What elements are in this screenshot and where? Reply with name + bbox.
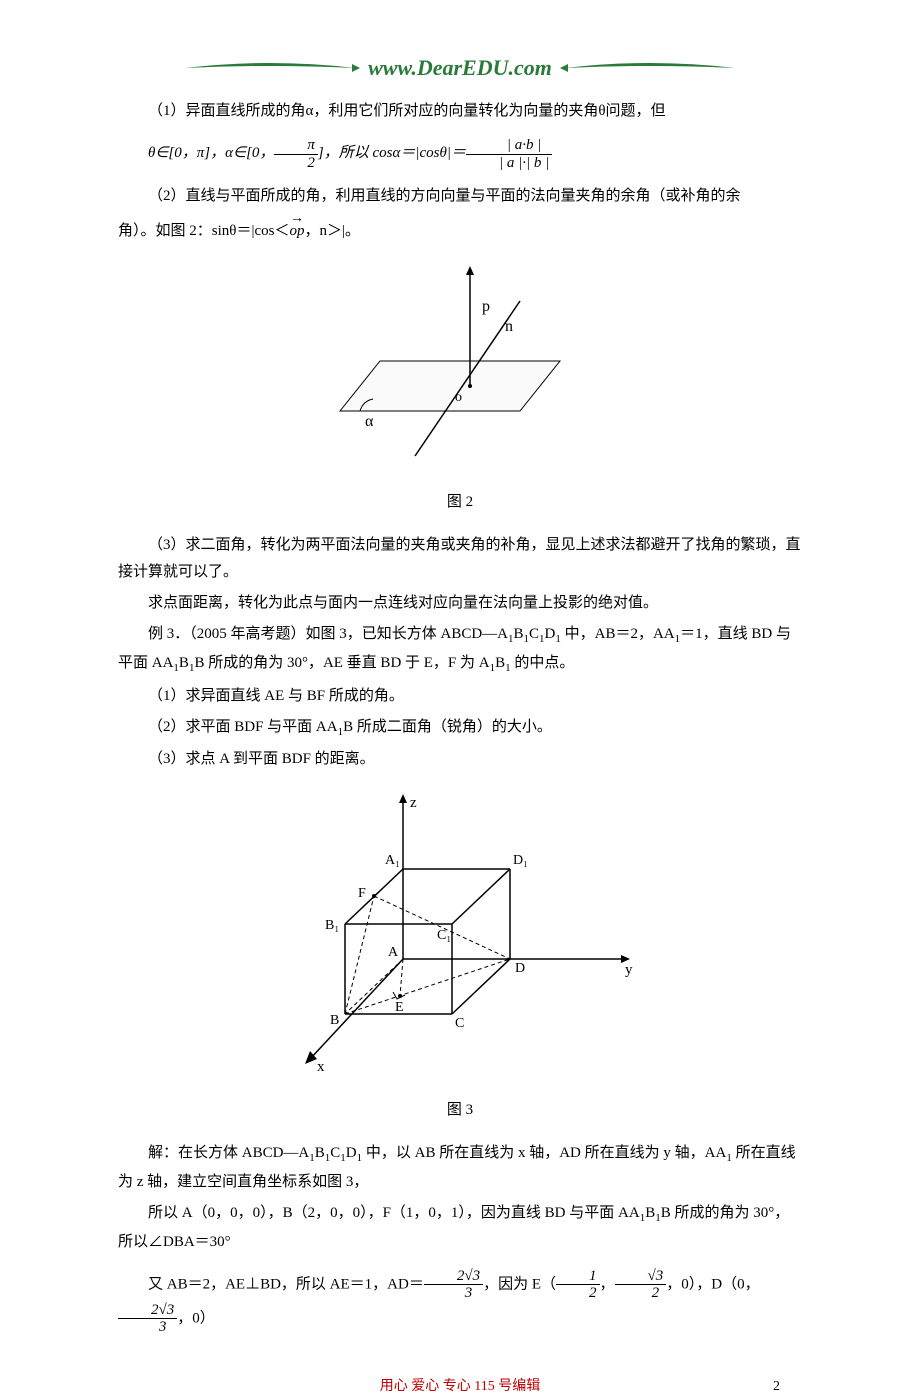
- paragraph-1: （1）异面直线所成的角α，利用它们所对应的向量转化为向量的夹角θ问题，但: [118, 98, 802, 125]
- fig3-label-A: A: [388, 945, 399, 960]
- paragraph-10: （3）求点 A 到平面 BDF 的距离。: [118, 746, 802, 773]
- fig3-label-D: D: [515, 961, 525, 976]
- footer: 用心 爱心 专心 115 号编辑 2: [0, 1374, 920, 1399]
- page-number: 2: [773, 1374, 780, 1399]
- paragraph-11: 解：在长方体 ABCD—A1B1C1D1 中，以 AB 所在直线为 x 轴，AD…: [118, 1140, 802, 1196]
- fig3-label-y: y: [625, 962, 633, 978]
- figure-3-caption: 图 3: [118, 1097, 802, 1124]
- formula-theta-range: θ∈[0，π]，α∈[0，π2]，所以 cosα＝|cosθ|＝| a·b ||…: [148, 145, 552, 161]
- figure-2-caption: 图 2: [118, 489, 802, 516]
- swoosh-right-icon: [560, 56, 740, 80]
- paragraph-4: 角）。如图 2：sinθ＝|cos＜→op，n＞|。: [118, 218, 802, 245]
- paragraph-12: 所以 A（0，0，0），B（2，0，0），F（1，0，1），因为直线 BD 与平…: [118, 1200, 802, 1256]
- fig3-label-C: C: [455, 1016, 464, 1031]
- figure-2-container: p n o α 图 2: [118, 261, 802, 516]
- paragraph-8: （1）求异面直线 AE 与 BF 所成的角。: [118, 683, 802, 710]
- logo-text: www.DearEDU.com: [368, 48, 552, 88]
- paragraph-3: （2）直线与平面所成的角，利用直线的方向向量与平面的法向量夹角的余角（或补角的余: [118, 183, 802, 210]
- fig3-label-C1: C₁: [437, 928, 451, 943]
- figure-3-container: z y x: [118, 789, 802, 1124]
- fig3-label-A1: A₁: [385, 853, 400, 868]
- fig3-label-B: B: [330, 1013, 339, 1028]
- fig2-label-p: p: [482, 298, 490, 315]
- footer-text: 用心 爱心 专心 115 号编辑: [380, 1379, 540, 1394]
- paragraph-2: θ∈[0，π]，α∈[0，π2]，所以 cosα＝|cosθ|＝| a·b ||…: [118, 137, 802, 171]
- fig2-label-alpha: α: [365, 413, 374, 430]
- figure-3-diagram: z y x: [275, 789, 645, 1079]
- document-content: （1）异面直线所成的角α，利用它们所对应的向量转化为向量的夹角θ问题，但 θ∈[…: [0, 86, 920, 1336]
- fig3-label-B1: B₁: [325, 918, 339, 933]
- fig3-label-F: F: [358, 886, 366, 901]
- vector-op: →op: [289, 218, 304, 245]
- fig3-label-x: x: [317, 1059, 325, 1075]
- paragraph-7: 例 3．（2005 年高考题）如图 3，已知长方体 ABCD—A1B1C1D1 …: [118, 621, 802, 679]
- swoosh-left-icon: [180, 56, 360, 80]
- header-banner: www.DearEDU.com: [0, 50, 920, 86]
- paragraph-5: （3）求二面角，转化为两平面法向量的夹角或夹角的补角，显见上述求法都避开了找角的…: [118, 532, 802, 586]
- paragraph-9: （2）求平面 BDF 与平面 AA1B 所成二面角（锐角）的大小。: [118, 714, 802, 743]
- paragraph-6: 求点面距离，转化为此点与面内一点连线对应向量在法向量上投影的绝对值。: [118, 590, 802, 617]
- fig3-label-z: z: [410, 795, 417, 811]
- fig3-label-D1: D₁: [513, 853, 528, 868]
- fig2-label-n: n: [505, 318, 513, 335]
- figure-2-diagram: p n o α: [330, 261, 590, 471]
- fig2-label-o: o: [455, 390, 462, 405]
- fig3-label-E: E: [395, 1000, 404, 1015]
